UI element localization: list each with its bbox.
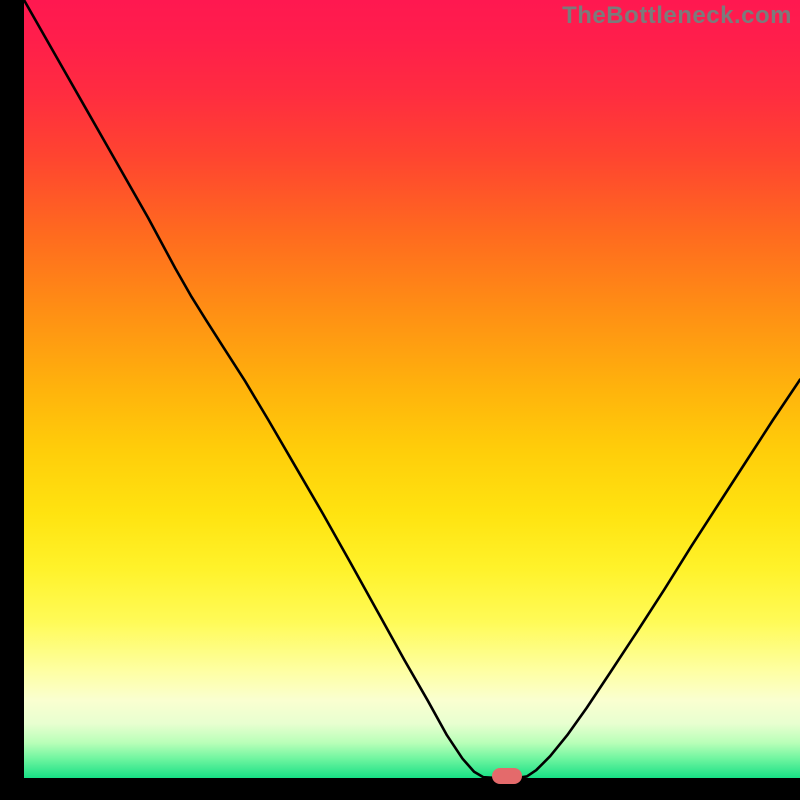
watermark-text: TheBottleneck.com xyxy=(562,2,792,30)
bottleneck-curve xyxy=(24,0,800,778)
plot-area xyxy=(24,0,800,778)
chart-container: TheBottleneck.com xyxy=(0,0,800,800)
optimal-marker xyxy=(492,768,522,784)
